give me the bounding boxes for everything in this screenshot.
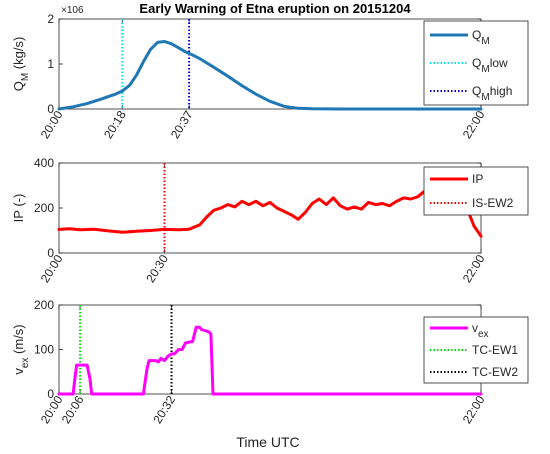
legend-label: QMlow xyxy=(472,56,508,75)
x-tick-label: 22:00 xyxy=(460,108,488,141)
x-axis-label: Time UTC xyxy=(236,434,299,450)
y-tick-label: 2 xyxy=(47,12,54,26)
y-tick-label: 400 xyxy=(34,156,54,170)
x-tick-label: 20:00 xyxy=(38,108,66,141)
series-line-ip xyxy=(57,186,483,238)
legend-label: QM xyxy=(472,28,490,47)
y-tick-label: 100 xyxy=(34,343,54,357)
x-tick-label: 22:00 xyxy=(460,393,488,426)
legend: QM QMlow QMhigh xyxy=(423,20,529,106)
legend-label: IP xyxy=(472,172,483,186)
y-tick-label: 0 xyxy=(47,246,54,260)
chart-title: Early Warning of Etna eruption on 201512… xyxy=(139,1,411,16)
legend-label: vex xyxy=(472,321,489,340)
x-tick-label: 20:32 xyxy=(150,393,178,426)
x-tick-label: 20:18 xyxy=(101,108,129,141)
x-tick-label: 20:06 xyxy=(59,393,87,426)
y-tick-label: 0 xyxy=(47,102,54,116)
legend-label: TC-EW1 xyxy=(472,343,518,357)
series-line-q-m xyxy=(57,40,483,111)
x-tick-label: 20:37 xyxy=(168,108,196,141)
axes-box xyxy=(58,304,482,395)
legend-label: TC-EW2 xyxy=(472,365,518,379)
axes-box xyxy=(58,162,482,254)
series-line-v-ex xyxy=(57,325,483,396)
axes-box xyxy=(58,18,482,110)
legend-label: QMhigh xyxy=(472,84,512,103)
legend-box xyxy=(423,166,529,216)
y-tick-label: 0 xyxy=(47,387,54,401)
y-exponent-label: ×106 xyxy=(61,5,84,16)
x-tick-label: 20:00 xyxy=(38,252,66,285)
legend-label: IS-EW2 xyxy=(472,196,514,210)
x-tick-label: 22:00 xyxy=(460,252,488,285)
y-axis-label: IP (-) xyxy=(11,194,26,223)
legend: IP IS-EW2 xyxy=(423,166,529,216)
panel-infrasound: 0 200 400 20:00 20:30 22:00 IP (-) IP IS-EW2 xyxy=(11,156,529,285)
legend: vex TC-EW1 TC-EW2 xyxy=(423,316,529,384)
y-tick-label: 200 xyxy=(34,298,54,312)
y-tick-label: 1 xyxy=(47,57,54,71)
y-tick-label: 200 xyxy=(34,201,54,215)
x-tick-label: 20:30 xyxy=(143,252,171,285)
y-axis-label: vex (m/s) xyxy=(11,324,31,374)
y-axis-label: QM (kg/s) xyxy=(11,37,31,92)
